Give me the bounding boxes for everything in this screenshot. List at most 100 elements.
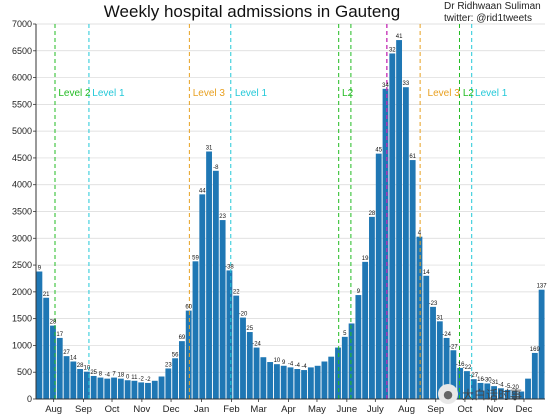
bar-value-label: 19 [362,256,369,262]
bar [335,347,341,399]
y-tick-label: 1500 [12,314,32,324]
bar-value-label: 22 [233,290,240,296]
bar-value-label: 14 [70,356,77,362]
bar-value-label: 7 [112,372,116,378]
bar-value-label: 41 [396,34,403,40]
bar [70,361,77,399]
level-label: L2 [463,88,475,99]
bar [104,378,111,399]
bar [90,375,97,399]
bar [423,275,430,399]
x-tick-label: Oct [105,404,120,415]
x-tick-label: Sep [75,404,92,415]
chat-bubble-icon: ● [438,384,458,404]
x-tick-label: June [337,404,358,415]
bar-value-label: 9 [38,266,42,272]
bar-value-label: 137 [537,284,548,290]
bar-value-label: -22 [463,365,472,371]
bar [484,383,491,399]
bar [477,382,484,399]
bar-value-label: 34 [382,83,389,89]
bar-value-label: -8 [213,165,219,171]
bar [436,321,443,399]
x-tick-label: Dec [163,404,180,415]
x-tick-label: Jan [194,404,209,415]
bar-value-label: 59 [192,255,199,261]
bar [443,337,450,399]
y-tick-label: 2500 [12,260,32,270]
bar [348,323,355,399]
bar [63,356,70,399]
x-tick-label: Nov [133,404,150,415]
bar [328,356,335,399]
bar-value-label: 11 [131,375,138,381]
chart-credit-name: Dr Ridhwaan Suliman [444,1,541,12]
bar [430,306,436,399]
bar-value-label: -5 [505,384,511,390]
bar [178,341,185,399]
y-tick-label: 1000 [12,340,32,350]
bar [253,347,260,399]
x-tick-label: May [308,404,326,415]
chart-title: Weekly hospital admissions in Gauteng [104,2,400,21]
grid [36,23,545,400]
bar [464,371,470,399]
x-tick-label: Nov [486,404,503,415]
y-tick-label: 6500 [12,46,32,56]
bar [212,170,219,399]
x-tick-label: Sep [427,404,444,415]
bar-value-label: -4 [498,382,504,388]
bar [233,295,240,399]
y-tick-label: 3000 [12,233,32,243]
level-label: Level 1 [235,88,268,99]
bar [240,317,246,399]
bar-value-label: -20 [510,385,519,391]
bar [470,379,477,399]
bar [375,153,382,399]
bar [409,160,416,399]
bar-value-label: -30 [483,377,492,383]
bar-value-label: 8 [99,372,103,378]
bar [362,261,369,399]
bar-value-label: -31 [490,380,499,386]
axes: 0 500 1000 1500 2000 2500 3000 3500 4000 4500 5000… [12,19,545,415]
bar [457,367,464,399]
bar [382,88,389,400]
bar-value-label: 23 [165,362,172,368]
bar-value-label: -16 [456,362,465,368]
bar-value-label: 28 [50,320,57,326]
x-tick-label: Aug [45,404,62,415]
bar-value-label: -4 [295,363,301,369]
bar [83,371,90,399]
bar [450,350,457,399]
bar-value-label: -20 [239,312,248,318]
bar [294,369,301,399]
bar [199,194,206,399]
x-tick-label: Oct [458,404,473,415]
bar [396,40,403,399]
bar-value-label: 16 [477,377,484,383]
bar [260,357,267,399]
bar [504,389,511,399]
watermark-text: 大白话时事 [462,387,523,402]
bar [314,365,321,399]
bar-value-label: 17 [56,332,63,338]
bar-value-label: 69 [179,335,186,341]
bar-value-label: 27 [63,350,70,356]
bar [43,297,50,399]
bar [321,361,328,399]
bar-value-label: -2 [139,376,145,382]
x-tick-label: Dec [516,404,533,415]
bars [36,40,545,400]
bar [369,216,375,399]
bar-value-label: 18 [117,373,124,379]
bar-value-label: 9 [282,360,286,366]
bar [511,390,518,399]
bar [145,382,151,399]
level-label: L2 [342,88,354,99]
bar [497,388,504,399]
bar [219,220,226,399]
bar [192,261,199,399]
bar [491,386,498,399]
